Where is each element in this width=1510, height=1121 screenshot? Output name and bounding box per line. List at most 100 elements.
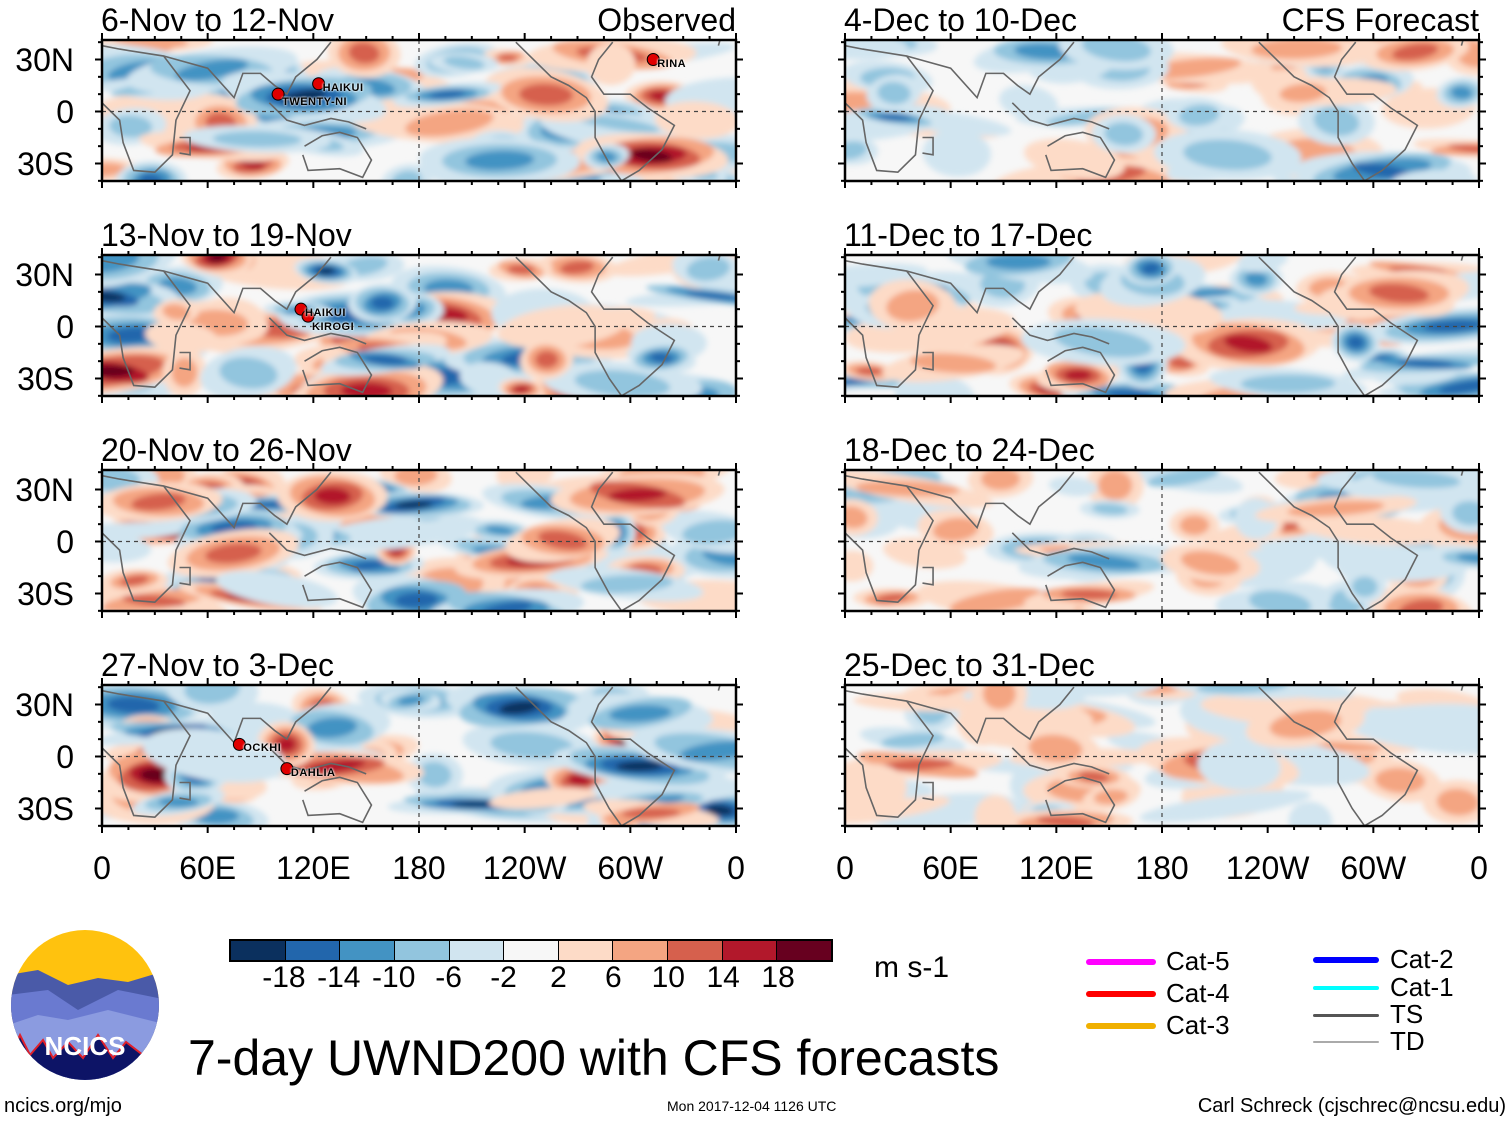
lon-label: 180 [1135, 850, 1189, 886]
lon-label: 120W [482, 850, 567, 886]
coastlines [102, 255, 721, 396]
colorbar-units: m s-1 [874, 951, 949, 984]
footer-author: Carl Schreck (cjschrec@ncsu.edu) [1197, 1095, 1506, 1117]
ncics-logo: NCICS [11, 930, 159, 1080]
lat-label: 30N [15, 41, 74, 78]
colorbar-label: -18 [262, 961, 306, 994]
lat-label: 30S [17, 145, 74, 182]
legend-line-ts [1313, 1013, 1379, 1017]
legend-label: Cat-5 [1166, 946, 1230, 976]
coastlines [102, 40, 721, 181]
storm-marker[interactable] [312, 77, 326, 91]
lon-label: 60W [597, 850, 664, 886]
panel-title: 25-Dec to 31-Dec [844, 647, 1095, 683]
footer-timestamp: Mon 2017-12-04 1126 UTC [667, 1098, 837, 1114]
storm-marker[interactable] [232, 737, 246, 751]
colorbar-swatch [668, 941, 723, 960]
lon-label: 60E [922, 850, 980, 886]
storm-marker[interactable] [280, 762, 294, 776]
colorbar-swatch [449, 941, 505, 960]
anomaly-field [845, 685, 1479, 826]
colorbar-swatch [231, 941, 286, 960]
colorbar-label: -6 [435, 961, 462, 994]
panel-title: 27-Nov to 3-Dec [101, 647, 334, 683]
legend-label: Cat-1 [1390, 972, 1454, 1002]
colorbar-label: -10 [372, 961, 416, 994]
colorbar-label: 18 [761, 961, 795, 994]
lon-label: 120W [1225, 850, 1310, 886]
storm-label: RINA [657, 57, 687, 70]
anomaly-field [102, 470, 736, 611]
lon-label: 120E [1018, 850, 1094, 886]
colorbar-label: -14 [317, 961, 361, 994]
footer-url[interactable]: ncics.org/mjo [4, 1095, 122, 1117]
forecast-header: CFS Forecast [1281, 2, 1479, 38]
lon-label: 0 [727, 850, 745, 886]
logo-text: NCICS [45, 1031, 126, 1061]
colorbar [229, 939, 833, 962]
colorbar-label: 10 [651, 961, 685, 994]
lat-label: 0 [56, 93, 74, 130]
anomaly-field [102, 255, 736, 396]
panel-title: 13-Nov to 19-Nov [101, 217, 352, 253]
lat-label: 0 [56, 523, 74, 560]
anomaly-field [845, 470, 1479, 611]
legend-label: TS [1390, 999, 1424, 1029]
lon-label: 60E [179, 850, 237, 886]
colorbar-swatch [340, 941, 395, 960]
legend-line-td [1313, 1041, 1379, 1043]
storm-label: DAHLIA [290, 766, 336, 779]
storm-marker[interactable] [646, 53, 660, 66]
legend-label: Cat-2 [1390, 944, 1454, 974]
colorbar-swatch [504, 941, 559, 960]
lon-label: 180 [392, 850, 446, 886]
coastlines [845, 685, 1464, 826]
storm-label: HAIKUI [305, 307, 346, 320]
coastlines [845, 40, 1464, 181]
storm-label: TWENTY-NI [282, 95, 348, 108]
lon-label: 60W [1340, 850, 1407, 886]
colorbar-label: 2 [550, 961, 567, 994]
anomaly-field [845, 255, 1479, 396]
map-panels [95, 33, 1486, 833]
coastlines [102, 685, 721, 826]
panel-title: 18-Dec to 24-Dec [844, 432, 1095, 468]
colorbar-swatch [558, 941, 614, 960]
storm-label: HAIKUI [322, 81, 364, 94]
legend-label: Cat-3 [1166, 1010, 1230, 1040]
lat-label: 30N [15, 471, 74, 508]
colorbar-label: 14 [706, 961, 740, 994]
storm-label: OCKHI [243, 742, 282, 755]
legend-line-cat-5 [1086, 959, 1156, 965]
main-title: 7-day UWND200 with CFS forecasts [188, 1030, 1000, 1086]
anomaly-field [102, 685, 736, 826]
colorbar-swatch [613, 941, 669, 960]
colorbar-label: 6 [605, 961, 622, 994]
storm-marker[interactable] [301, 309, 315, 323]
storm-label: KIROGI [312, 321, 355, 334]
coastlines [845, 470, 1464, 611]
lat-label: 0 [56, 738, 74, 775]
legend-label: Cat-4 [1166, 978, 1230, 1008]
lon-label: 0 [1470, 850, 1488, 886]
legend-line-cat-2 [1313, 957, 1379, 963]
colorbar-swatch [722, 941, 778, 960]
lon-label: 0 [836, 850, 854, 886]
colorbar-swatch [285, 941, 341, 960]
legend-line-cat-1 [1313, 986, 1379, 990]
lat-label: 30S [17, 790, 74, 827]
storm-marker[interactable] [271, 87, 285, 101]
lat-label: 30S [17, 360, 74, 397]
legend-label: TD [1390, 1026, 1425, 1056]
colorbar-label: -2 [490, 961, 517, 994]
legend-line-cat-4 [1086, 991, 1156, 997]
observed-header: Observed [597, 2, 736, 38]
coastlines [102, 470, 721, 611]
lat-label: 0 [56, 308, 74, 345]
anomaly-field [845, 40, 1479, 181]
panel-title: 11-Dec to 17-Dec [844, 217, 1093, 253]
panel-title: 4-Dec to 10-Dec [844, 2, 1077, 38]
coastlines [845, 255, 1464, 396]
panel-title: 20-Nov to 26-Nov [101, 432, 352, 468]
colorbar-swatch [777, 941, 832, 960]
